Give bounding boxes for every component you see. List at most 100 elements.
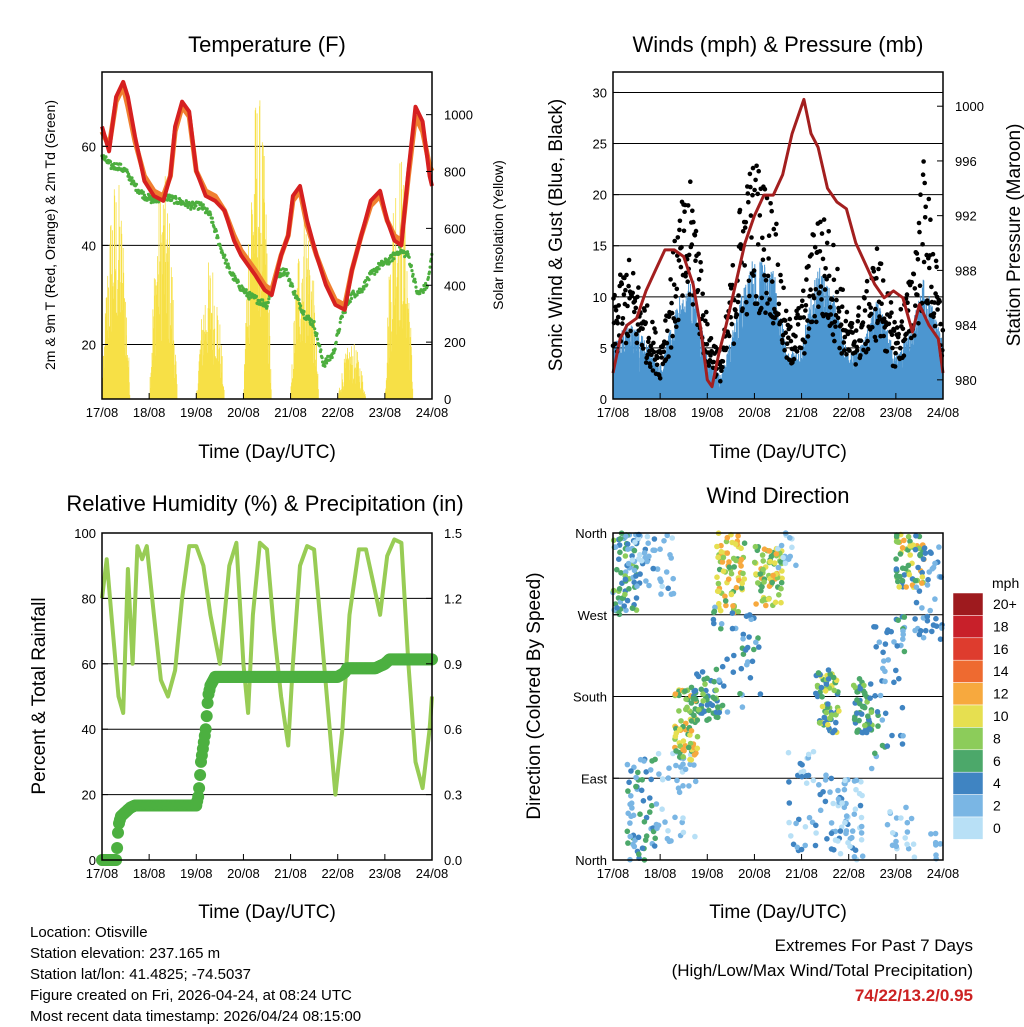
- winds-y2-label: Station Pressure (Maroon): [1004, 124, 1024, 347]
- direction-point: [622, 553, 629, 559]
- colorbar-swatch: [952, 704, 984, 728]
- direction-point: [905, 845, 912, 852]
- direction-point: [841, 786, 848, 793]
- direction-point: [928, 831, 934, 837]
- humidity-frame: [101, 532, 433, 861]
- gust-point: [798, 345, 804, 351]
- direction-point: [716, 677, 722, 683]
- direction-point: [917, 551, 924, 557]
- dewpoint-point: [390, 255, 394, 259]
- gust-point: [793, 334, 798, 339]
- gust-point: [809, 319, 815, 325]
- gust-point: [782, 348, 787, 353]
- gust-point: [849, 324, 854, 330]
- solar-insolation-series: [102, 100, 414, 399]
- station-location: Location: Otisville: [30, 924, 148, 941]
- direction-point: [779, 568, 785, 574]
- direction-point: [822, 688, 829, 694]
- direction-point: [787, 535, 793, 541]
- direction-point: [763, 602, 769, 609]
- dewpoint-point: [360, 290, 364, 294]
- temperature-panel: Temperature (F) 17/08 18/08 19/08 20/08 21/0…: [42, 32, 506, 463]
- direction-point: [929, 566, 936, 572]
- direction-point: [647, 809, 653, 815]
- gust-point: [919, 300, 925, 306]
- dewpoint-point: [227, 266, 231, 270]
- gust-point: [773, 232, 779, 237]
- gust-point: [812, 313, 817, 319]
- direction-point: [812, 842, 819, 849]
- gust-point: [875, 318, 881, 324]
- dewpoint-point: [315, 337, 320, 341]
- direction-point: [803, 780, 810, 786]
- gust-point: [639, 342, 645, 348]
- direction-point: [919, 574, 926, 580]
- direction-point: [713, 687, 719, 693]
- direction-point: [631, 579, 637, 586]
- gust-point: [692, 233, 698, 238]
- direction-x-ticks: 17/08 18/08 19/08 20/08 21/08 22/08 23/08 24/08: [597, 854, 959, 881]
- gust-point: [720, 359, 726, 364]
- direction-point: [760, 566, 766, 573]
- direction-point: [627, 820, 633, 826]
- gust-point: [657, 376, 663, 381]
- gust-point: [693, 228, 699, 234]
- direction-point: [905, 562, 912, 569]
- dewpoint-point: [418, 291, 422, 296]
- direction-point: [891, 639, 897, 645]
- dewpoint-point: [325, 361, 329, 365]
- direction-point: [810, 748, 817, 755]
- direction-point: [925, 576, 931, 583]
- direction-point: [644, 558, 650, 565]
- direction-point: [786, 779, 792, 785]
- dewpoint-point: [157, 200, 161, 204]
- direction-point: [879, 742, 886, 749]
- gust-point: [778, 278, 784, 284]
- gust-point: [776, 311, 781, 317]
- direction-point: [901, 537, 907, 544]
- direction-point: [694, 717, 701, 723]
- x-tick-label: 19/08: [691, 405, 724, 420]
- precipitation-point: [111, 842, 124, 854]
- gust-point: [935, 307, 940, 312]
- dewpoint-point: [236, 280, 240, 284]
- gust-point: [881, 333, 886, 339]
- direction-point: [636, 851, 642, 857]
- direction-point: [680, 815, 686, 821]
- gust-point: [677, 227, 682, 233]
- gust-point: [745, 191, 751, 196]
- direction-point: [876, 639, 883, 645]
- dewpoint-point: [247, 297, 251, 301]
- winds-y-ticks: 0 5 10 15 20 25 30: [593, 85, 619, 407]
- gust-point: [636, 285, 641, 290]
- x-tick-label: 18/08: [644, 866, 677, 881]
- y-tick-label: 80: [82, 591, 96, 606]
- gust-point: [780, 340, 785, 346]
- colorbar-swatch: [952, 615, 984, 639]
- gust-point: [755, 191, 760, 197]
- direction-point: [673, 730, 680, 736]
- direction-point: [872, 693, 878, 699]
- direction-point: [757, 691, 764, 697]
- gust-point: [628, 328, 633, 334]
- dewpoint-point: [301, 312, 305, 316]
- gust-point: [914, 251, 920, 256]
- gust-point: [929, 284, 934, 290]
- gust-point: [770, 320, 776, 326]
- gust-point: [796, 306, 801, 311]
- colorbar-label: 6: [993, 753, 1001, 769]
- precipitation-point: [200, 710, 213, 723]
- temperature-y-label: 2m & 9m T (Red, Orange) & 2m Td (Green): [42, 100, 58, 370]
- gust-point: [630, 290, 635, 296]
- gust-point: [917, 229, 922, 235]
- gust-point: [831, 277, 837, 283]
- direction-point: [721, 683, 727, 689]
- gust-point: [678, 264, 684, 270]
- y-tick-label: 5: [600, 341, 607, 356]
- direction-point: [900, 636, 906, 642]
- dewpoint-point: [267, 297, 271, 301]
- gust-point: [806, 263, 811, 269]
- direction-point: [916, 631, 923, 638]
- direction-point: [729, 610, 736, 616]
- gust-point: [677, 218, 683, 224]
